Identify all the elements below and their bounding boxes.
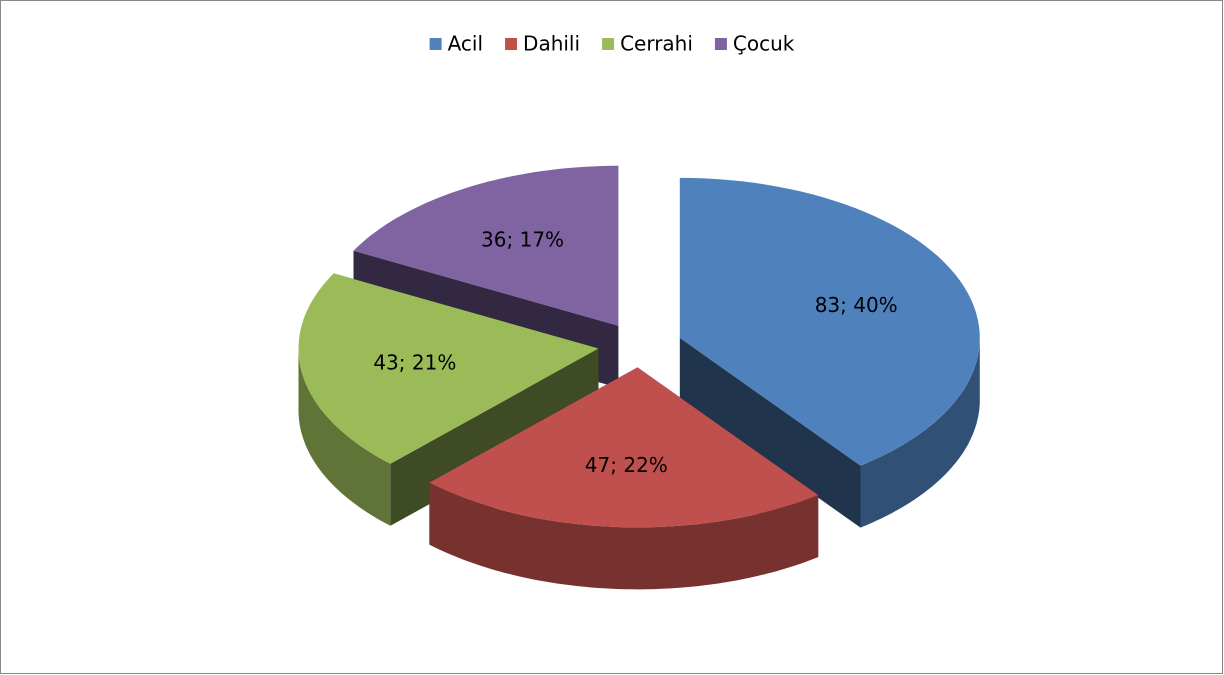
- slice-top: [679, 177, 980, 466]
- legend-swatch: [714, 38, 727, 50]
- slice-side: [679, 337, 861, 528]
- data-label: 36; 17%: [481, 227, 564, 251]
- legend-label: Cerrahi: [620, 32, 693, 56]
- legend-swatch: [602, 38, 615, 50]
- data-label: 83; 40%: [815, 293, 898, 317]
- data-label: 43; 21%: [373, 351, 456, 375]
- legend-swatch: [505, 38, 518, 50]
- legend: Acil Dahili Cerrahi Çocuk: [429, 32, 795, 56]
- pie: 36; 17% 83; 40% 43; 21% 47; 22%: [298, 165, 980, 590]
- data-label: 47; 22%: [585, 453, 668, 477]
- slice-top: [353, 165, 619, 326]
- slice-top: [298, 273, 599, 464]
- slice-wall: [429, 482, 819, 590]
- slice-wall: [298, 348, 391, 526]
- legend-label: Acil: [448, 32, 483, 56]
- legend-label: Çocuk: [733, 32, 795, 56]
- slice-wall: [860, 337, 980, 528]
- legend-swatch: [429, 38, 442, 50]
- slice-top: [429, 367, 819, 528]
- legend-label: Dahili: [523, 32, 580, 56]
- slice: 47; 22%: [429, 367, 819, 590]
- slice: 83; 40%: [679, 177, 980, 528]
